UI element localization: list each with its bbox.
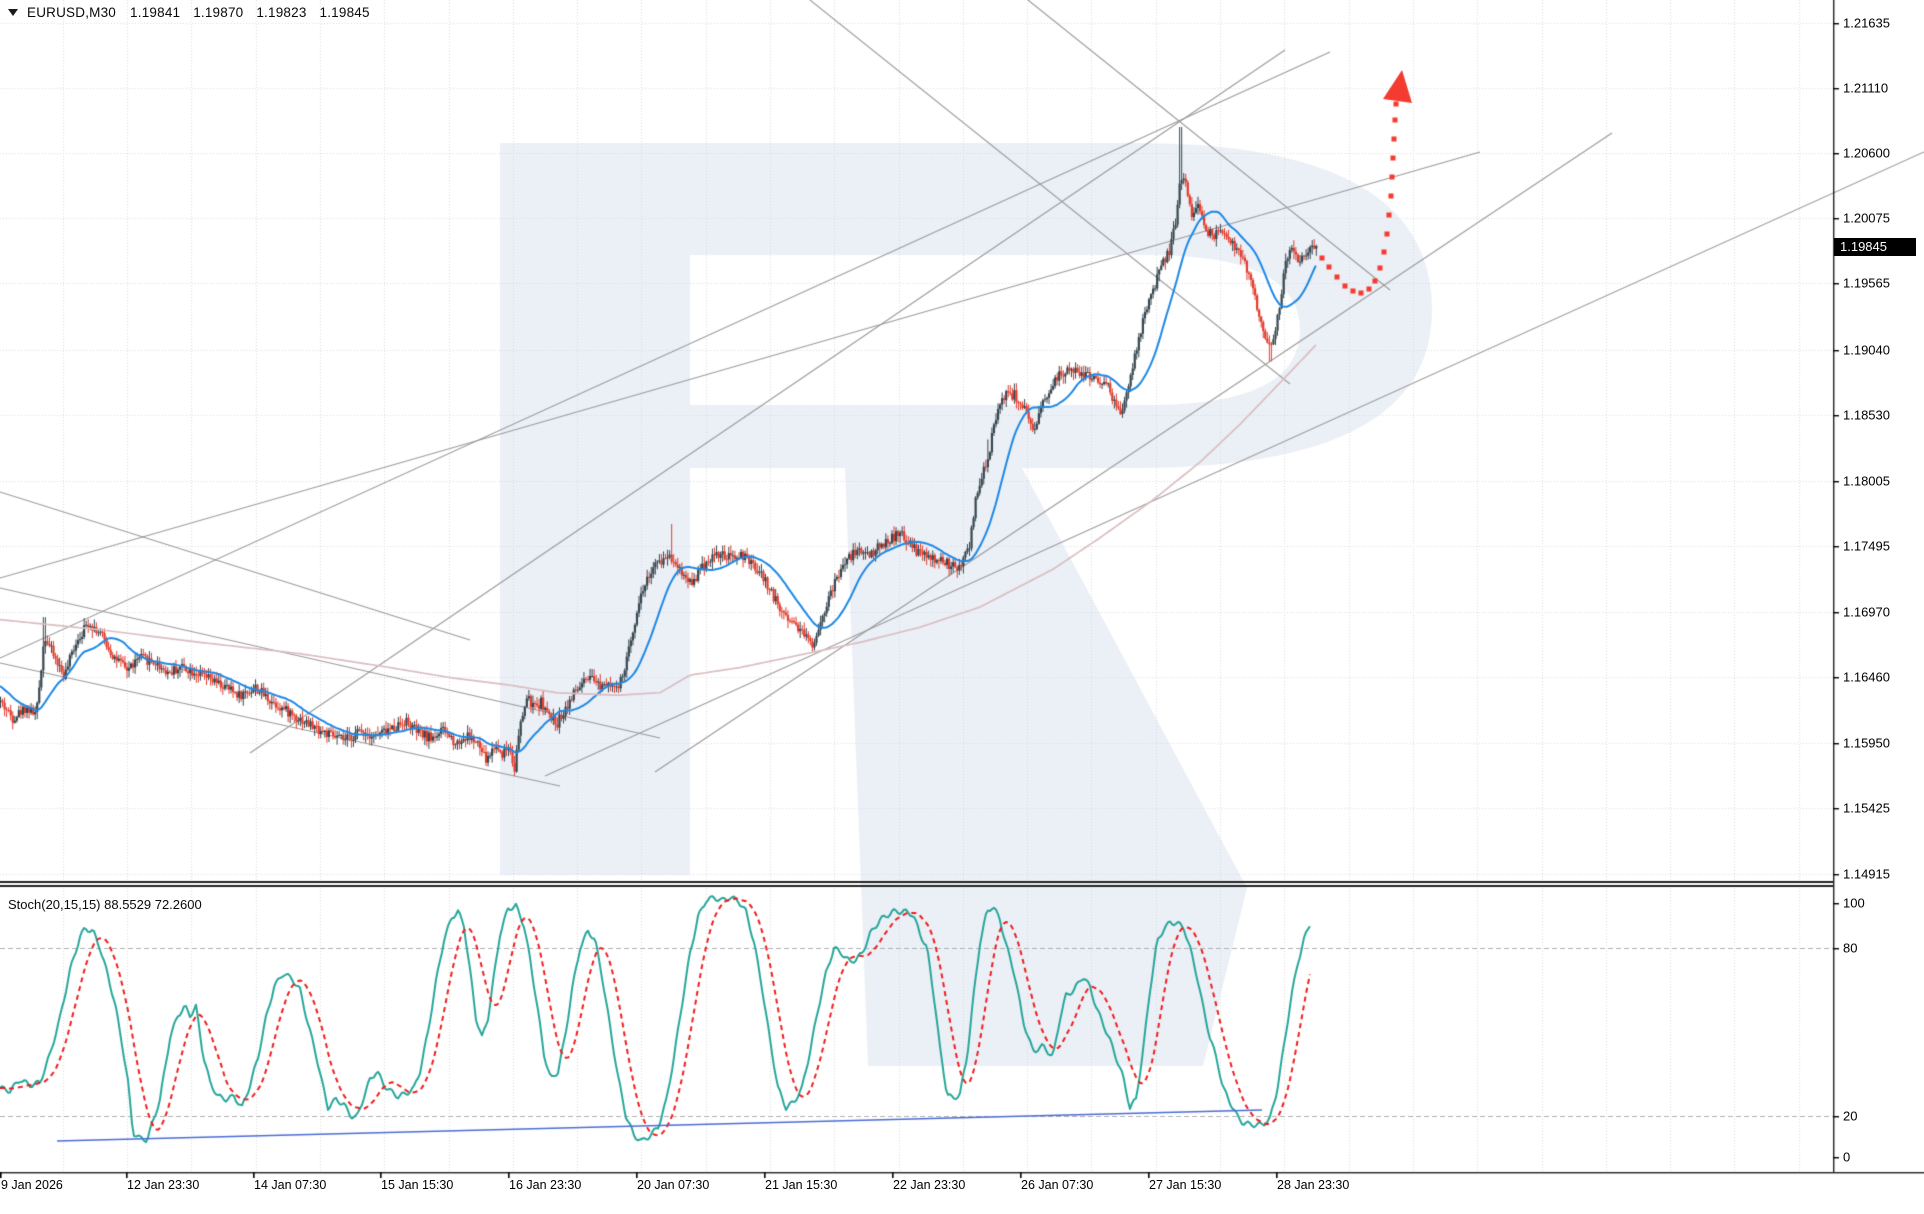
price-axis-label: 1.15950	[1843, 735, 1890, 751]
time-axis-label: 12 Jan 23:30	[127, 1178, 200, 1192]
time-axis-label: 9 Jan 2026	[1, 1178, 63, 1192]
symbol-timeframe: EURUSD,M30	[27, 5, 117, 20]
current-price-badge: 1.19845	[1834, 238, 1916, 256]
time-axis-label: 26 Jan 07:30	[1021, 1178, 1094, 1192]
stoch-scale-label: 0	[1843, 1149, 1851, 1165]
quote-close: 1.19845	[319, 5, 370, 20]
time-axis-label: 27 Jan 15:30	[1149, 1178, 1222, 1192]
time-axis-label: 14 Jan 07:30	[254, 1178, 327, 1192]
price-axis-label: 1.18530	[1843, 407, 1890, 423]
price-axis-label: 1.15425	[1843, 800, 1890, 816]
price-axis-label: 1.20600	[1843, 145, 1890, 161]
stoch-scale-label: 20	[1843, 1108, 1858, 1124]
price-axis-label: 1.19040	[1843, 342, 1890, 358]
time-axis-label: 28 Jan 23:30	[1277, 1178, 1350, 1192]
quote-ohlc: 1.19841 1.19870 1.19823 1.19845	[130, 5, 379, 20]
price-axis-label: 1.17495	[1843, 538, 1890, 554]
price-axis-label: 1.16970	[1843, 604, 1890, 620]
quote-high: 1.19870	[193, 5, 244, 20]
stoch-scale-label: 80	[1843, 940, 1858, 956]
time-axis-label: 20 Jan 07:30	[637, 1178, 710, 1192]
time-axis-label: 22 Jan 23:30	[893, 1178, 966, 1192]
stoch-scale-label: 100	[1843, 895, 1865, 911]
time-axis-label: 21 Jan 15:30	[765, 1178, 838, 1192]
indicator-label: Stoch(20,15,15) 88.5529 72.2600	[8, 897, 202, 912]
price-axis-label: 1.16460	[1843, 669, 1890, 685]
price-axis-label: 1.21110	[1843, 80, 1889, 96]
price-axis-label: 1.20075	[1843, 210, 1890, 226]
time-axis-label: 15 Jan 15:30	[381, 1178, 454, 1192]
quote-open: 1.19841	[130, 5, 181, 20]
price-axis-label: 1.14915	[1843, 866, 1890, 882]
price-axis-label: 1.19565	[1843, 275, 1890, 291]
chart-title-bar: EURUSD,M30 1.19841 1.19870 1.19823 1.198…	[8, 5, 379, 20]
price-axis-label: 1.18005	[1843, 473, 1890, 489]
quote-low: 1.19823	[256, 5, 307, 20]
symbol-dropdown-icon[interactable]	[8, 9, 18, 16]
price-axis-label: 1.21635	[1843, 15, 1890, 31]
time-axis-label: 16 Jan 23:30	[509, 1178, 582, 1192]
